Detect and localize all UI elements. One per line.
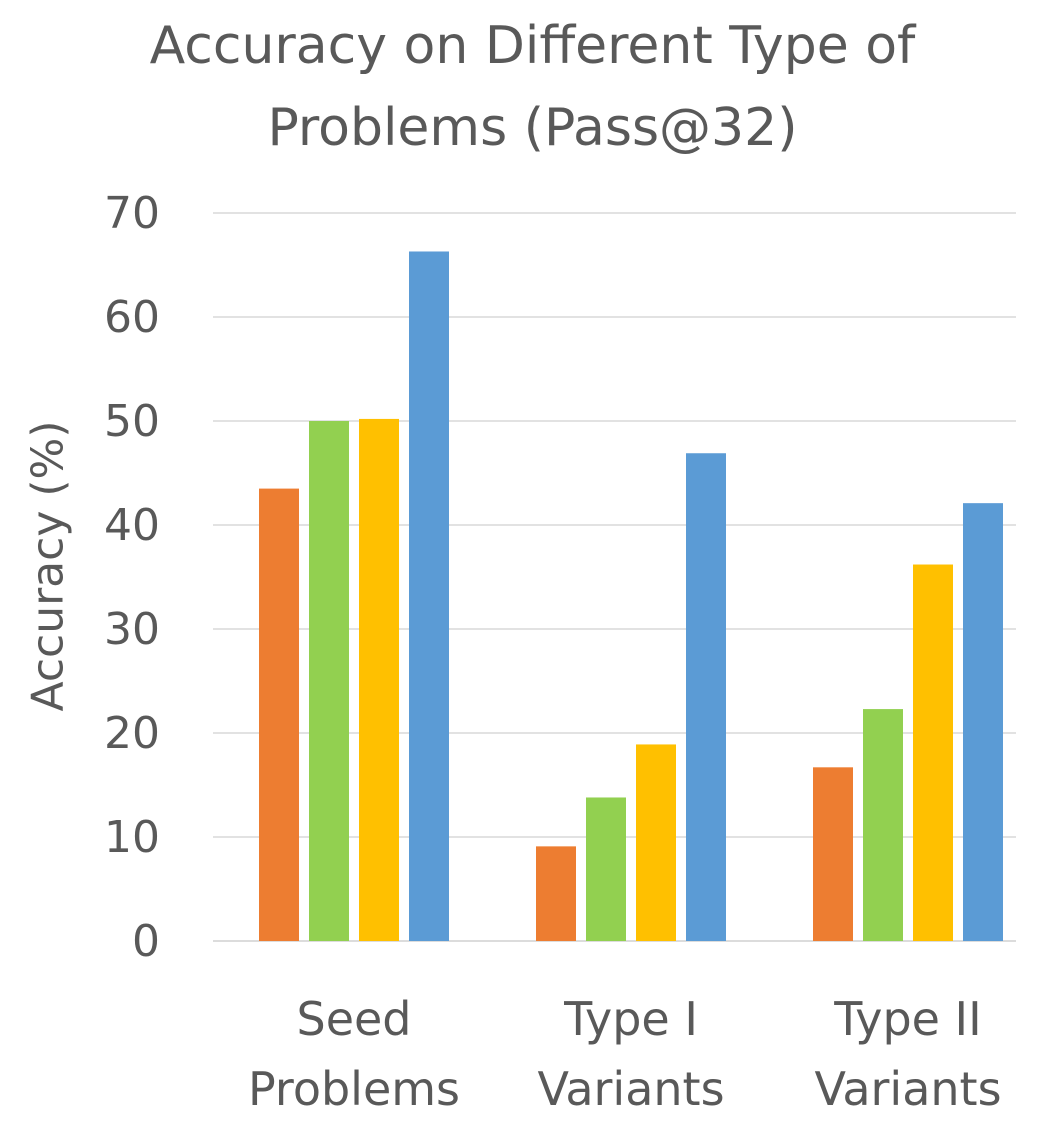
x-category-label: Problems <box>248 1062 460 1116</box>
chart-title-line-1: Accuracy on Different Type of <box>149 16 916 76</box>
x-category-label: Seed <box>297 992 412 1046</box>
chart-title-line-2: Problems (Pass@32) <box>267 98 798 158</box>
bar <box>359 418 399 941</box>
x-category-label: Type II <box>833 992 981 1046</box>
bars <box>259 251 1003 942</box>
x-category-label: Type I <box>563 992 698 1046</box>
bar <box>259 488 299 941</box>
y-tick-label: 20 <box>104 708 160 759</box>
bar <box>963 503 1003 941</box>
y-tick-label: 60 <box>104 292 160 343</box>
y-tick-label: 0 <box>132 916 160 967</box>
bar <box>636 744 676 941</box>
y-tick-label: 10 <box>104 812 160 863</box>
y-axis-ticks: 0 10 20 30 40 50 60 70 <box>104 188 160 967</box>
bar <box>913 564 953 941</box>
x-category-label: Variants <box>814 1062 1001 1116</box>
bar <box>309 421 349 941</box>
bar <box>686 453 726 941</box>
bar <box>536 846 576 941</box>
bar <box>409 251 449 942</box>
bar <box>586 797 626 941</box>
y-tick-label: 40 <box>104 500 160 551</box>
y-tick-label: 30 <box>104 604 160 655</box>
bar <box>863 709 903 941</box>
bar <box>813 767 853 941</box>
x-category-label: Variants <box>537 1062 724 1116</box>
y-tick-label: 70 <box>104 188 160 239</box>
y-tick-label: 50 <box>104 396 160 447</box>
x-axis-categories: Seed Problems Type I Variants Type II Variant… <box>248 992 1002 1116</box>
